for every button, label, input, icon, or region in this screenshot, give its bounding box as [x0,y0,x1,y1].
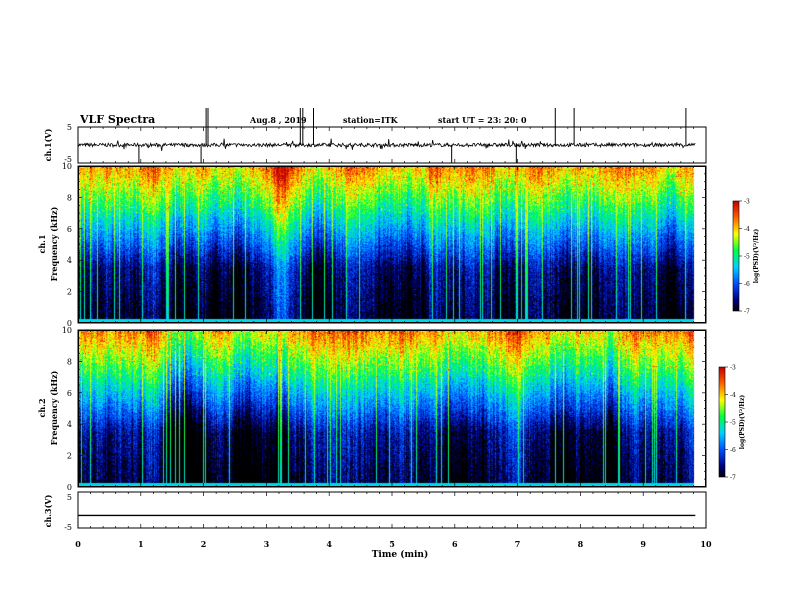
y-tick-label: 2 [67,288,72,297]
figure-title: VLF Spectra [79,113,155,126]
y-tick-label: 0 [67,319,72,328]
y-tick-label: 0 [67,483,72,492]
y-tick-label: 4 [67,256,72,265]
colorbar-tick-label: -3 [744,199,750,206]
ch2-spectrogram-image [79,331,705,486]
ch3-ytick-bottom: -5 [64,523,72,532]
x-tick-label: 1 [138,539,144,549]
x-tick-label: 2 [201,539,207,549]
date-label: Aug.8 , 2019 [249,115,307,125]
x-tick-label: 7 [515,539,521,549]
ch2-colorbar-ticks: -3 -4 -5 -6 -7 [725,365,736,482]
time-axis-label: Time (min) [372,549,429,560]
ch2-spectrogram-panel: 0 2 4 6 8 10 ch.2 Frequency (kHz) [37,326,707,492]
ch1-spectrogram-image [79,167,705,322]
y-tick-label: 10 [62,162,72,171]
ch1-spectrogram-ylabel: Frequency (kHz) [49,206,59,281]
ch3-waveform-ylabel: ch.3(V) [43,494,53,527]
station-label: station=ITK [343,115,399,125]
ch1-waveform-panel: 5 -5 ch.1(V) [43,108,707,164]
x-tick-label: 3 [264,539,270,549]
colorbar-tick-label: -7 [730,475,736,482]
y-tick-label: 2 [67,452,72,461]
ch1-spectrogram-panel: 0 2 4 6 8 10 ch.1 Frequency (kHz) [37,162,707,328]
ch2-colorbar-scale [718,366,726,478]
ch3-waveform-frame [77,491,707,529]
colorbar-tick-label: -5 [744,254,750,261]
x-tick-label: 5 [389,539,395,549]
ch2-colorbar: -3 -4 -5 -6 -7 log(PSD)(V²/Hz) [718,365,746,482]
ch1-ytick-bottom: -5 [64,155,72,164]
y-tick-label: 8 [67,193,72,202]
y-tick-label: 4 [67,420,72,429]
x-tick-label: 8 [578,539,584,549]
ch1-ytick-top: 5 [67,123,72,132]
ch3-waveform-panel: 5 -5 ch.3(V) [43,491,707,532]
colorbar-tick-label: -3 [730,365,736,372]
ch1-colorbar-ticks: -3 -4 -5 -6 -7 [739,199,750,316]
y-tick-label: 6 [67,389,72,398]
ch1-spectrogram-yticks: 0 2 4 6 8 10 [62,162,706,328]
ch2-colorbar-label: log(PSD)(V²/Hz) [739,395,746,450]
x-tick-label: 9 [640,539,646,549]
ch2-spectrogram-channel-label: ch.2 [37,398,47,417]
colorbar-tick-label: -5 [730,420,736,427]
y-tick-label: 8 [67,357,72,366]
y-tick-label: 6 [67,225,72,234]
time-axis: 0 1 2 3 4 5 6 7 8 9 10 [75,127,712,549]
waveform-line [77,138,696,152]
ch1-waveform-ylabel: ch.1(V) [43,128,53,161]
ch1-colorbar-scale [732,200,740,312]
ch1-colorbar-label: log(PSD)(V²/Hz) [753,229,760,284]
x-tick-label: 4 [326,539,332,549]
x-tick-label: 6 [452,539,458,549]
colorbar-tick-label: -7 [744,309,750,316]
x-tick-label: 0 [75,539,81,549]
colorbar-tick-label: -4 [744,226,750,233]
colorbar-tick-label: -6 [744,281,750,288]
x-tick-label: 10 [700,539,712,549]
ch3-ytick-top: 5 [67,493,72,502]
colorbar-tick-label: -6 [730,447,736,454]
y-tick-label: 10 [62,326,72,335]
ch1-colorbar: -3 -4 -5 -6 -7 log(PSD)(V²/Hz) [732,199,760,316]
ch1-spectrogram-channel-label: ch.1 [37,234,47,253]
ch2-spectrogram-ylabel: Frequency (kHz) [49,370,59,445]
colorbar-tick-label: -4 [730,392,736,399]
start-time-label: start UT = 23: 20: 0 [438,115,527,125]
ch1-waveform-trace [77,108,696,163]
ch2-spectrogram-yticks: 0 2 4 6 8 10 [62,326,706,492]
